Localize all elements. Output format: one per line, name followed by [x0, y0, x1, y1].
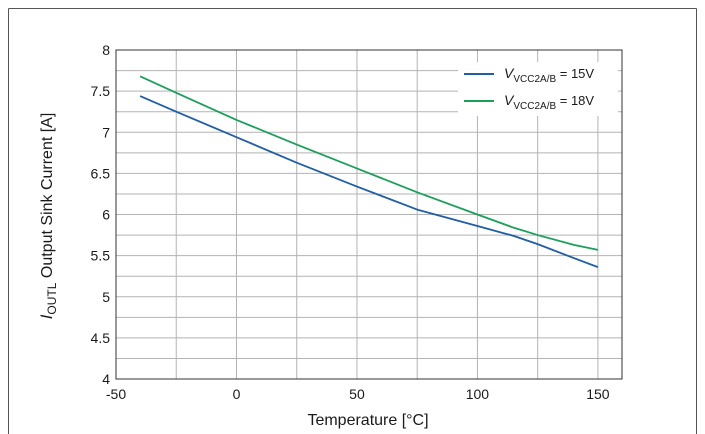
y-tick-label: 4: [102, 371, 110, 387]
x-tick-label: 100: [466, 386, 490, 402]
y-axis-title-var: I: [37, 314, 56, 319]
y-tick-label: 6: [102, 207, 110, 223]
y-tick-label: 5: [102, 289, 110, 305]
series-lines: [139, 75, 599, 268]
legend-label-1: VVCC2A/B = 15V: [504, 65, 594, 85]
y-axis-title-rest: Output Sink Current [A]: [39, 113, 56, 283]
tick-labels: -50 0 50 100 150 4 4.5 5 5.5 6 6.5 7 7.5 8: [91, 42, 610, 402]
y-tick-label: 7: [102, 124, 110, 140]
legend: VVCC2A/B = 15V VVCC2A/B = 18V: [458, 62, 618, 116]
x-tick-label: 150: [586, 386, 610, 402]
figure-frame: [8, 8, 697, 434]
y-tick-label: 8: [102, 42, 110, 58]
x-tick-label: -50: [106, 386, 126, 402]
legend-label-2: VVCC2A/B = 18V: [504, 92, 594, 112]
legend-box: [458, 62, 618, 116]
y-tick-label: 7.5: [91, 83, 111, 99]
y-tick-label: 5.5: [91, 248, 111, 264]
x-tick-label: 0: [233, 386, 241, 402]
series-line-2: [139, 75, 599, 251]
x-axis-title: Temperature [°C]: [307, 412, 428, 429]
y-axis-title-sub: OUTL: [45, 282, 59, 314]
y-tick-label: 4.5: [91, 330, 111, 346]
x-tick-label: 50: [349, 386, 365, 402]
plot-border: [115, 49, 623, 380]
y-tick-label: 6.5: [91, 165, 111, 181]
series-line-1: [139, 95, 599, 268]
y-axis-title: IOUTL Output Sink Current [A]: [37, 113, 59, 320]
